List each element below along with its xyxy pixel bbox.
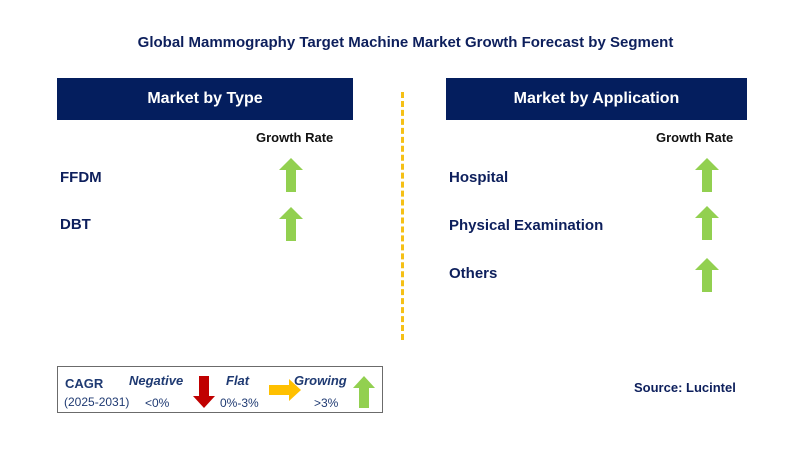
panel-divider <box>401 92 404 340</box>
segment-label-dbt: DBT <box>60 216 91 233</box>
application-panel-header: Market by Application <box>446 78 747 120</box>
legend-flat-label: Flat <box>226 373 250 388</box>
segment-label-hospital: Hospital <box>449 169 509 186</box>
legend-growing-label: Growing <box>294 373 347 388</box>
type-growth-rate-label: Growth Rate <box>256 130 334 145</box>
segment-label-others: Others <box>449 265 498 282</box>
legend-flat-range: 0%-3% <box>220 396 259 410</box>
segment-label-ffdm: FFDM <box>60 169 102 186</box>
arrow-up-icon <box>695 158 719 192</box>
segment-label-physical-examination: Physical Examination <box>449 217 604 234</box>
page-title: Global Mammography Target Machine Market… <box>137 34 674 51</box>
legend-growing-range: >3% <box>314 396 339 410</box>
type-panel-header: Market by Type <box>57 78 353 120</box>
arrow-up-icon <box>695 206 719 240</box>
arrow-up-icon <box>353 376 375 408</box>
legend-cagr-label: CAGR <box>65 376 104 391</box>
arrow-right-icon <box>269 379 301 401</box>
legend-negative-range: <0% <box>145 396 170 410</box>
cagr-legend: CAGR (2025-2031) Negative <0% Flat 0%-3%… <box>57 366 383 413</box>
application-growth-rate-label: Growth Rate <box>656 130 734 145</box>
arrow-up-icon <box>279 207 303 241</box>
arrow-up-icon <box>695 258 719 292</box>
arrow-down-icon <box>193 376 215 408</box>
legend-negative-label: Negative <box>129 373 184 388</box>
legend-period: (2025-2031) <box>64 395 130 409</box>
arrow-up-icon <box>279 158 303 192</box>
source-label: Source: Lucintel <box>634 380 736 395</box>
